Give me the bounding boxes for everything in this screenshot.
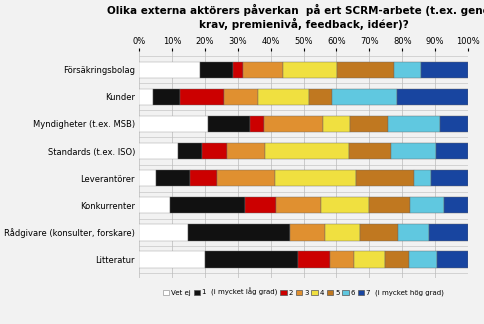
Bar	[139, 62, 199, 78]
Bar	[276, 197, 321, 214]
Bar	[156, 170, 190, 186]
Bar	[394, 62, 421, 78]
Bar	[398, 224, 429, 240]
Bar	[354, 251, 385, 268]
Bar	[153, 89, 180, 105]
Bar	[437, 143, 468, 159]
Bar	[209, 116, 250, 132]
Bar	[337, 62, 394, 78]
Bar	[421, 62, 468, 78]
Bar	[323, 116, 350, 132]
Bar	[299, 251, 330, 268]
Bar	[188, 224, 289, 240]
Bar	[199, 62, 233, 78]
Bar	[309, 89, 333, 105]
Bar	[385, 251, 409, 268]
Bar	[349, 143, 391, 159]
Bar	[139, 143, 178, 159]
Bar	[325, 224, 360, 240]
Bar	[444, 197, 468, 214]
Bar	[333, 89, 397, 105]
Bar	[170, 197, 245, 214]
Bar	[330, 251, 354, 268]
Bar	[250, 116, 264, 132]
Bar	[360, 224, 398, 240]
Bar	[233, 62, 243, 78]
Bar	[178, 143, 202, 159]
Bar	[369, 197, 410, 214]
Bar	[414, 170, 431, 186]
Bar	[217, 170, 275, 186]
Bar	[139, 170, 156, 186]
Bar	[139, 197, 170, 214]
Bar	[180, 89, 224, 105]
Bar	[388, 116, 440, 132]
Bar	[409, 251, 437, 268]
Bar	[440, 116, 468, 132]
Bar	[202, 143, 227, 159]
Bar	[139, 116, 209, 132]
Bar	[265, 143, 349, 159]
Bar	[437, 251, 468, 268]
Title: Olika externa aktörers påverkan  på ert SCRM-arbete (t.ex. genom
krav, premieniv: Olika externa aktörers påverkan på ert S…	[106, 4, 484, 30]
Bar	[397, 89, 468, 105]
Bar	[205, 251, 299, 268]
Bar	[139, 251, 205, 268]
Bar	[258, 89, 309, 105]
Bar	[245, 197, 276, 214]
Bar	[275, 170, 356, 186]
Bar	[429, 224, 468, 240]
Bar	[264, 116, 323, 132]
Bar	[431, 170, 468, 186]
Legend: Vet ej, 1  (i mycket låg grad), 2, 3, 4, 5, 6, 7  (i mycket hög grad): Vet ej, 1 (i mycket låg grad), 2, 3, 4, …	[163, 288, 444, 296]
Bar	[391, 143, 437, 159]
Bar	[321, 197, 369, 214]
Bar	[410, 197, 444, 214]
Bar	[284, 62, 337, 78]
Bar	[224, 89, 258, 105]
Bar	[139, 89, 153, 105]
Bar	[190, 170, 217, 186]
Bar	[289, 224, 325, 240]
Bar	[356, 170, 414, 186]
Bar	[350, 116, 388, 132]
Bar	[227, 143, 265, 159]
Bar	[243, 62, 284, 78]
Bar	[139, 224, 188, 240]
